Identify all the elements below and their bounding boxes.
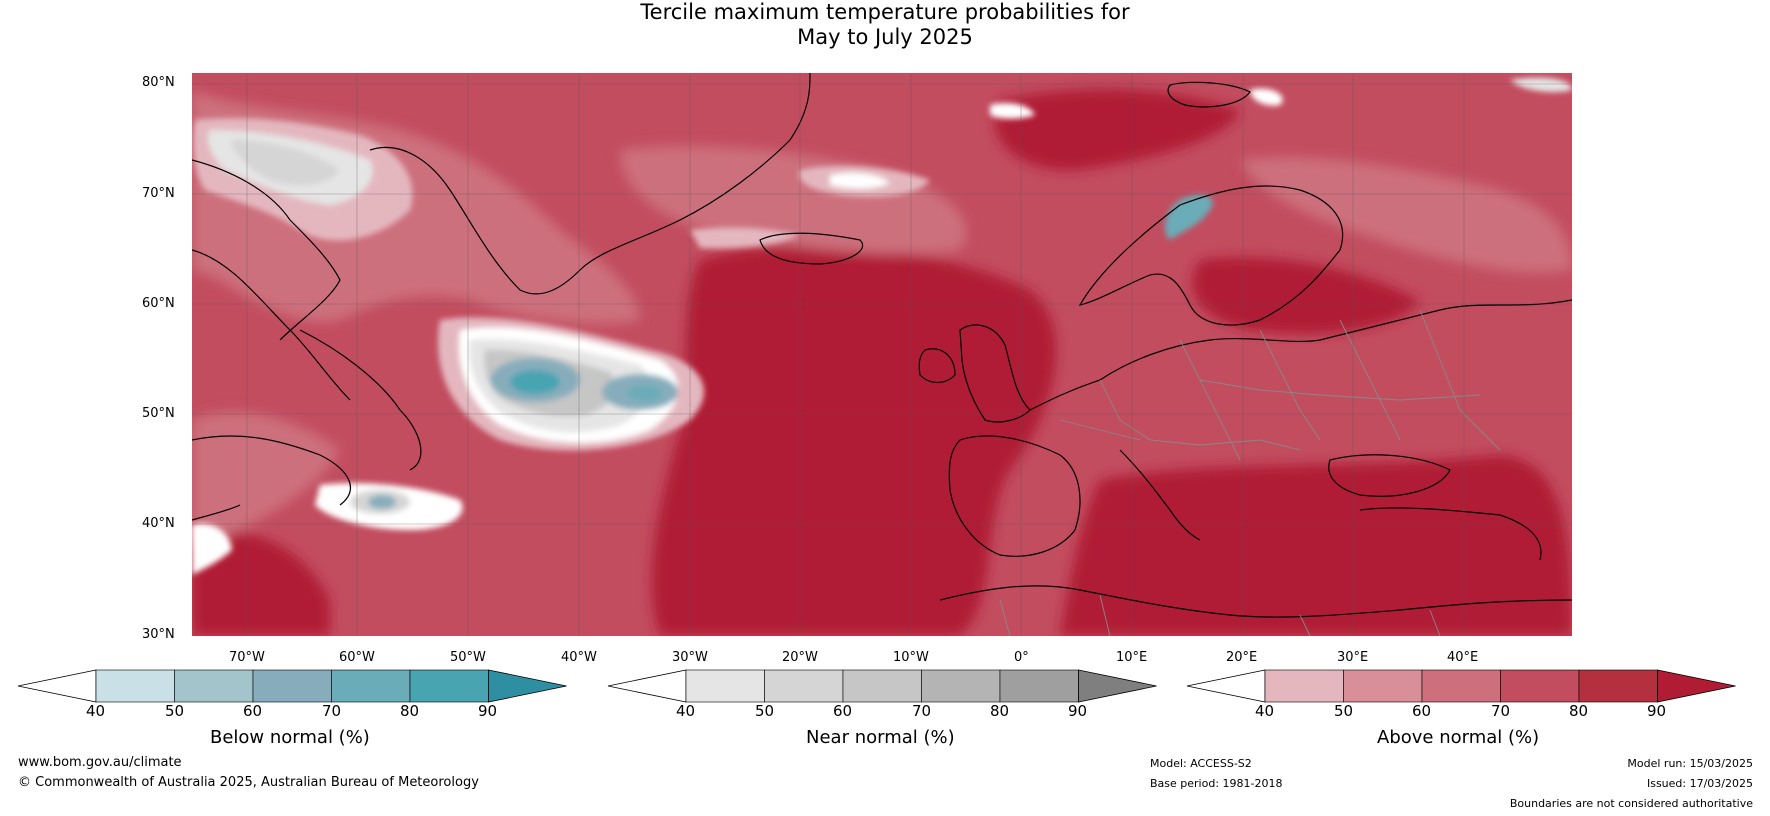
colorbar-below-high-extend [488, 669, 567, 703]
probability-field [192, 73, 1572, 636]
lat-label-70n: 70°N [142, 186, 175, 201]
chart-title: Tercile maximum temperature probabilitie… [0, 0, 1770, 50]
colorbar-above-segment-3 [1421, 669, 1501, 703]
colorbar-near-tick-50: 50 [755, 702, 775, 720]
colorbar-below-tick-60: 60 [243, 702, 263, 720]
colorbar-below-segment-1 [95, 669, 175, 703]
lon-label-30e: 30°E [1337, 650, 1369, 665]
colorbar-near-tick-90: 90 [1068, 702, 1088, 720]
lon-label-20e: 20°E [1226, 650, 1258, 665]
colorbar-below-tick-50: 50 [165, 702, 185, 720]
colorbar-above-tick-90: 90 [1647, 702, 1667, 720]
colorbar-near [607, 669, 1157, 703]
lon-label-40w: 40°W [561, 650, 597, 665]
footer-model: Model: ACCESS-S2 [1150, 757, 1252, 770]
colorbar-below-segment-2 [174, 669, 254, 703]
lon-label-30w: 30°W [672, 650, 708, 665]
footer-base-period: Base period: 1981-2018 [1150, 777, 1283, 790]
colorbar-below-low-extend [17, 669, 97, 703]
colorbar-below-segment-4 [331, 669, 411, 703]
title-line-1: Tercile maximum temperature probabilitie… [640, 0, 1130, 24]
colorbar-above-title: Above normal (%) [1377, 727, 1540, 748]
lon-label-40e: 40°E [1447, 650, 1479, 665]
lon-label-60w: 60°W [339, 650, 375, 665]
country-boundaries [999, 309, 1501, 636]
lat-label-80n: 80°N [142, 75, 175, 90]
footer-disclaimer: Boundaries are not considered authoritat… [1509, 797, 1753, 810]
colorbar-below [17, 669, 567, 703]
colorbar-below-tick-90: 90 [478, 702, 498, 720]
footer-model-run: Model run: 15/03/2025 [1627, 757, 1753, 770]
colorbar-near-segment-5 [999, 669, 1079, 703]
lon-label-0: 0° [1014, 650, 1029, 665]
lat-label-40n: 40°N [142, 516, 175, 531]
footer-copyright: © Commonwealth of Australia 2025, Austra… [18, 775, 479, 790]
colorbar-group [17, 669, 1736, 703]
lat-label-60n: 60°N [142, 296, 175, 311]
footer-url: www.bom.gov.au/climate [18, 755, 182, 770]
colorbar-below-title: Below normal (%) [210, 727, 370, 748]
lon-label-70w: 70°W [229, 650, 265, 665]
colorbar-near-segment-2 [764, 669, 844, 703]
lat-label-30n: 30°N [142, 627, 175, 642]
colorbar-above-segment-5 [1578, 669, 1658, 703]
coastlines [192, 73, 1572, 618]
colorbar-above-tick-70: 70 [1491, 702, 1511, 720]
colorbar-above-segment-2 [1343, 669, 1423, 703]
colorbar-near-tick-80: 80 [990, 702, 1010, 720]
colorbar-above-high-extend [1657, 669, 1736, 703]
colorbar-near-segment-1 [685, 669, 765, 703]
graticule [192, 73, 1572, 636]
colorbar-near-segment-4 [921, 669, 1001, 703]
colorbar-above-segment-1 [1264, 669, 1344, 703]
lon-label-20w: 20°W [782, 650, 818, 665]
footer-issued: Issued: 17/03/2025 [1646, 777, 1753, 790]
colorbar-below-segment-3 [252, 669, 332, 703]
colorbar-near-high-extend [1078, 669, 1157, 703]
title-line-2: May to July 2025 [797, 25, 973, 49]
colorbar-above-low-extend [1186, 669, 1266, 703]
colorbar-above-tick-80: 80 [1569, 702, 1589, 720]
colorbar-near-low-extend [607, 669, 687, 703]
colorbar-above-tick-60: 60 [1412, 702, 1432, 720]
colorbar-below-segment-5 [409, 669, 489, 703]
lon-label-50w: 50°W [450, 650, 486, 665]
lon-label-10w: 10°W [893, 650, 929, 665]
lat-label-50n: 50°N [142, 406, 175, 421]
colorbar-near-tick-70: 70 [912, 702, 932, 720]
colorbar-near-title: Near normal (%) [806, 727, 955, 748]
colorbar-near-tick-60: 60 [833, 702, 853, 720]
colorbar-below-tick-80: 80 [400, 702, 420, 720]
colorbar-above [1186, 669, 1736, 703]
colorbar-above-tick-40: 40 [1255, 702, 1275, 720]
colorbar-near-tick-40: 40 [676, 702, 696, 720]
colorbar-above-segment-4 [1500, 669, 1580, 703]
colorbar-above-tick-50: 50 [1334, 702, 1354, 720]
colorbar-near-segment-3 [842, 669, 922, 703]
lon-label-10e: 10°E [1116, 650, 1148, 665]
colorbar-below-tick-70: 70 [322, 702, 342, 720]
colorbar-below-tick-40: 40 [86, 702, 106, 720]
